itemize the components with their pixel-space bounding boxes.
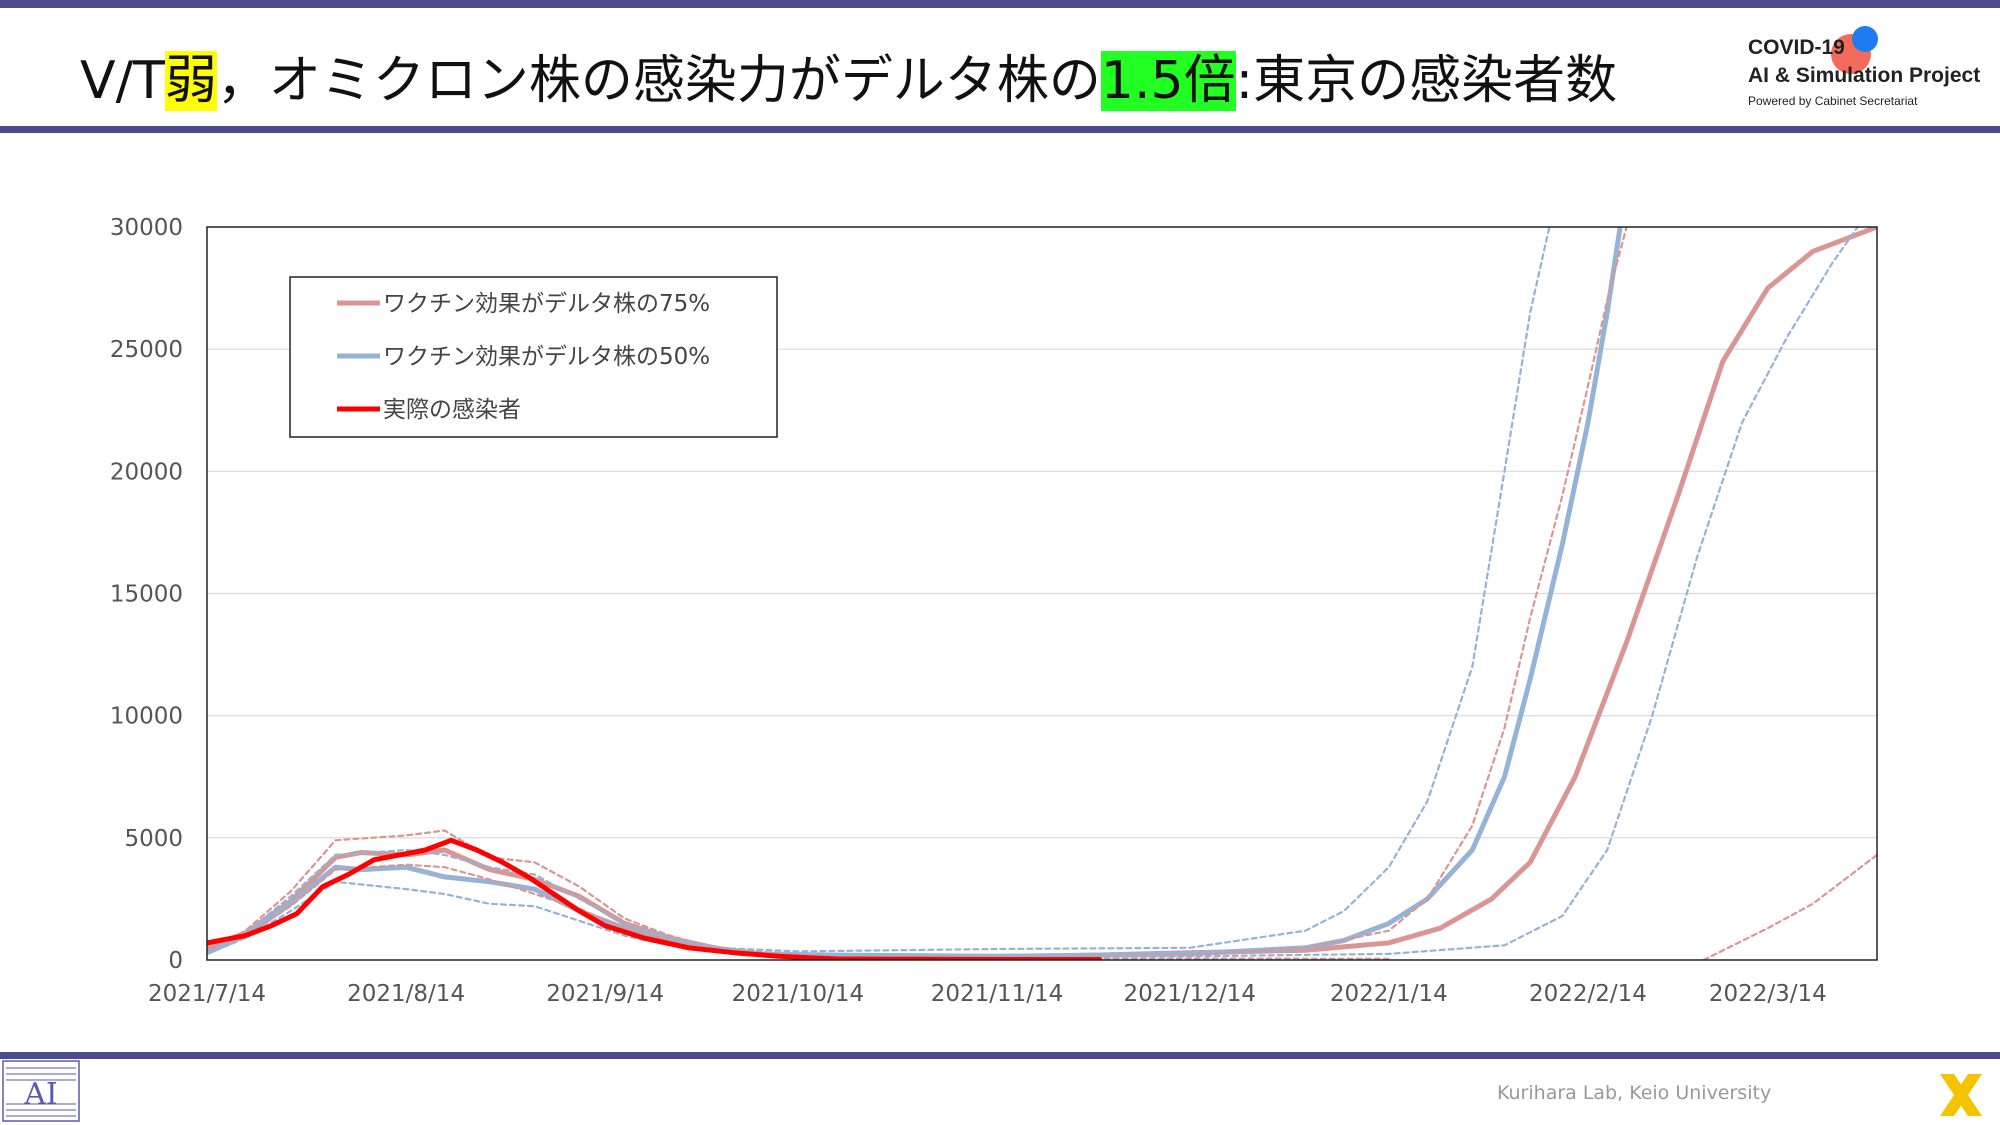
y-tick-label: 5000: [124, 826, 183, 852]
covid-project-logo: COVID-19 AI & Simulation Project Powered…: [1748, 26, 1988, 116]
header-divider: [0, 126, 2000, 133]
footer-divider: [0, 1052, 2000, 1059]
x-tick-label: 2022/2/14: [1529, 981, 1647, 1007]
x-tick-label: 2022/1/14: [1330, 981, 1448, 1007]
top-border-bar: [0, 0, 2000, 8]
x-tick-label: 2022/3/14: [1709, 981, 1827, 1007]
x-brand-logo-icon: [1940, 1074, 1982, 1116]
chart-legend: ワクチン効果がデルタ株の75% ワクチン効果がデルタ株の50% 実際の感染者: [289, 276, 778, 438]
legend-label: ワクチン効果がデルタ株の75%: [383, 291, 710, 317]
logo-line1: COVID-19: [1748, 36, 1845, 59]
logo-blue-dot-icon: [1852, 26, 1878, 52]
logo-line2: AI & Simulation Project: [1748, 64, 1981, 87]
y-tick-label: 0: [168, 948, 183, 974]
title-highlight-weak: 弱: [164, 51, 217, 111]
plot-area-border: [206, 226, 1878, 961]
x-tick-label: 2021/8/14: [347, 981, 465, 1007]
x-tick-label: 2021/11/14: [931, 981, 1064, 1007]
logo-line3: Powered by Cabinet Secretariat: [1748, 94, 1918, 108]
y-tick-label: 20000: [110, 459, 183, 485]
y-axis: 0 5000 10000 15000 20000 25000 30000: [110, 215, 183, 974]
x-axis: 2021/7/14 2021/8/14 2021/9/14 2021/10/14 202…: [148, 981, 1827, 1007]
title-part-1: V/T: [80, 51, 165, 111]
ai-lab-logo-icon: AI: [2, 1060, 80, 1122]
x-tick-label: 2021/9/14: [546, 981, 664, 1007]
series-projection-line: [207, 227, 1623, 959]
svg-text:AI: AI: [23, 1077, 58, 1112]
y-tick-label: 30000: [110, 215, 183, 241]
title-part-2: ，オミクロン株の感染力がデルタ株の: [216, 51, 1101, 111]
title-part-3: :東京の感染者数: [1235, 51, 1618, 111]
y-tick-label: 25000: [110, 337, 183, 363]
x-tick-label: 2021/7/14: [148, 981, 266, 1007]
infection-chart: 0 5000 10000 15000 20000 25000 30000 2021/7/14…: [110, 215, 1878, 1007]
title-highlight-ratio: 1.5倍: [1100, 51, 1236, 111]
y-tick-label: 10000: [110, 704, 183, 730]
series-bound-dashed-line: [207, 227, 1551, 954]
series-bound-dashed-line: [1702, 853, 1877, 960]
lab-credit: Kurihara Lab, Keio University: [1497, 1082, 1772, 1104]
legend-label: ワクチン効果がデルタ株の50%: [383, 344, 710, 370]
x-tick-label: 2021/10/14: [732, 981, 865, 1007]
y-tick-label: 15000: [110, 582, 183, 608]
series-bound-dashed-line: [207, 227, 1859, 958]
legend-label: 実際の感染者: [383, 397, 521, 423]
chart-series: [207, 227, 1877, 960]
series-actual-line: [207, 837, 1103, 960]
x-tick-label: 2021/12/14: [1123, 981, 1256, 1007]
page-title: V/T弱，オミクロン株の感染力がデルタ株の1.5倍:東京の感染者数: [80, 38, 1617, 113]
